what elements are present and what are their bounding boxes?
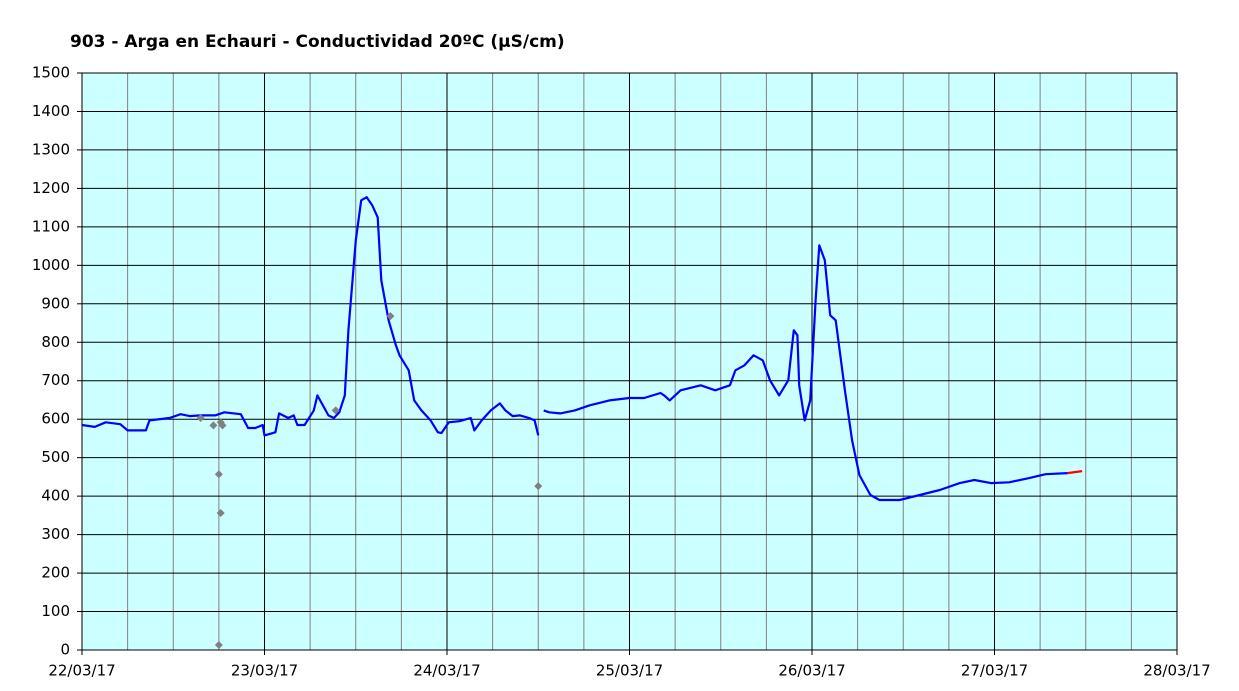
- data-point: [386, 312, 395, 321]
- x-tick-label: 27/03/17: [961, 662, 1028, 680]
- y-tick-label: 200: [41, 564, 70, 582]
- y-tick-label: 1100: [32, 217, 70, 235]
- data-line: [1067, 470, 1083, 475]
- y-tick-label: 700: [41, 371, 70, 389]
- x-tick-label: 22/03/17: [48, 662, 115, 680]
- y-tick-label: 400: [41, 487, 70, 505]
- data-point: [214, 640, 223, 649]
- y-tick-label: 100: [41, 602, 70, 620]
- data-point: [216, 509, 225, 518]
- x-tick-label: 26/03/17: [778, 662, 845, 680]
- data-point: [209, 421, 218, 430]
- y-tick-label: 1000: [32, 256, 70, 274]
- y-tick-label: 0: [60, 641, 70, 659]
- y-tick-label: 300: [41, 525, 70, 543]
- plot-border: [81, 72, 1178, 651]
- y-tick-label: 600: [41, 410, 70, 428]
- y-tick-label: 1400: [32, 102, 70, 120]
- x-tick-label: 28/03/17: [1143, 662, 1210, 680]
- data-point: [534, 482, 543, 491]
- y-tick-label: 800: [41, 333, 70, 351]
- y-tick-label: 1300: [32, 140, 70, 158]
- x-tick-label: 25/03/17: [596, 662, 663, 680]
- y-tick-label: 500: [41, 448, 70, 466]
- data-point: [196, 414, 205, 423]
- x-tick-label: 23/03/17: [231, 662, 298, 680]
- data-point: [214, 470, 223, 479]
- x-tick-label: 24/03/17: [413, 662, 480, 680]
- data-point: [331, 406, 340, 415]
- chart-title: 903 - Arga en Echauri - Conductividad 20…: [70, 32, 565, 52]
- data-line: [81, 196, 1068, 502]
- y-tick-label: 1500: [32, 64, 70, 82]
- data-point: [218, 421, 227, 430]
- y-tick-label: 1200: [32, 179, 70, 197]
- y-tick-label: 900: [41, 294, 70, 312]
